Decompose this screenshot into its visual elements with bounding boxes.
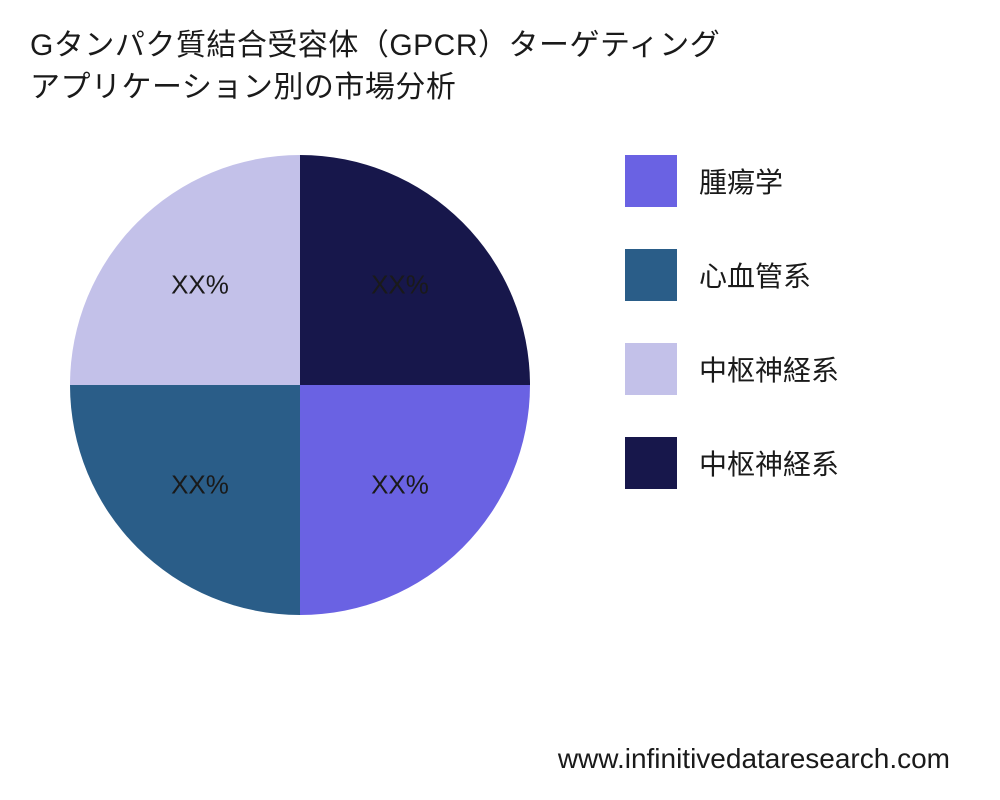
- legend-swatch: [625, 249, 677, 301]
- legend-item: 腫瘍学: [625, 155, 839, 207]
- legend: 腫瘍学 心血管系 中枢神経系 中枢神経系: [625, 155, 839, 489]
- chart-title: Gタンパク質結合受容体（GPCR）ターゲティング アプリケーション別の市場分析: [30, 25, 720, 109]
- pie-slice-label: XX%: [171, 470, 229, 501]
- legend-item: 中枢神経系: [625, 343, 839, 395]
- title-line-1: Gタンパク質結合受容体（GPCR）ターゲティング: [30, 29, 720, 62]
- legend-label: 腫瘍学: [699, 161, 783, 201]
- pie-slice-label: XX%: [171, 270, 229, 301]
- legend-label: 中枢神経系: [699, 349, 839, 389]
- legend-swatch: [625, 343, 677, 395]
- footer-link: www.infinitivedataresearch.com: [558, 743, 950, 775]
- pie-slice-label: XX%: [371, 470, 429, 501]
- pie-slice-label: XX%: [371, 270, 429, 301]
- legend-item: 中枢神経系: [625, 437, 839, 489]
- title-line-2: アプリケーション別の市場分析: [30, 71, 456, 104]
- legend-label: 心血管系: [699, 255, 811, 295]
- legend-swatch: [625, 155, 677, 207]
- legend-label: 中枢神経系: [699, 443, 839, 483]
- pie-svg: [70, 155, 530, 615]
- pie-chart: XX% XX% XX% XX%: [70, 155, 530, 615]
- legend-swatch: [625, 437, 677, 489]
- legend-item: 心血管系: [625, 249, 839, 301]
